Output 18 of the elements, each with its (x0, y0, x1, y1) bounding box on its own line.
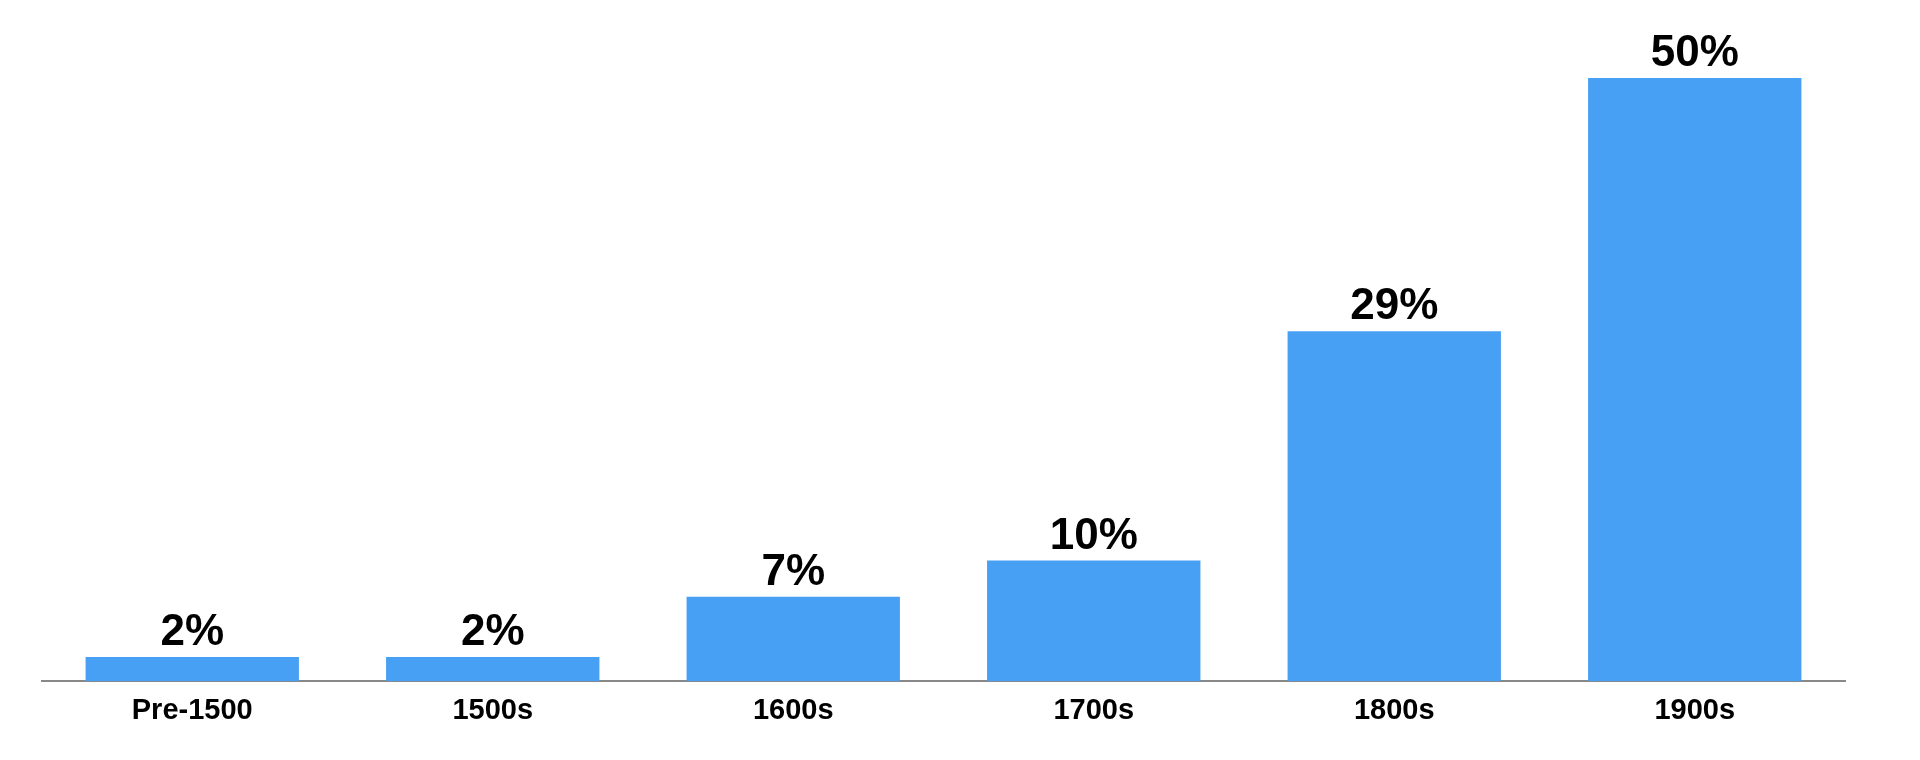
x-tick-label: Pre-1500 (131, 692, 253, 725)
bar (85, 657, 299, 682)
bar (686, 596, 900, 682)
x-tick-label: 1500s (452, 692, 534, 725)
x-tick-label: 1900s (1654, 692, 1736, 725)
bar (1588, 78, 1802, 682)
x-tick-label: 1800s (1353, 692, 1435, 725)
data-label: 10% (1049, 508, 1138, 558)
data-label: 2% (460, 605, 525, 655)
data-label: 2% (160, 605, 225, 655)
x-tick-label: 1600s (752, 692, 834, 725)
data-label: 50% (1650, 26, 1739, 76)
bar (386, 657, 600, 682)
bar (1287, 331, 1501, 682)
x-tick-label: 1700s (1053, 692, 1135, 725)
data-label: 29% (1350, 279, 1439, 329)
data-label: 7% (761, 544, 826, 594)
bar (987, 560, 1201, 682)
